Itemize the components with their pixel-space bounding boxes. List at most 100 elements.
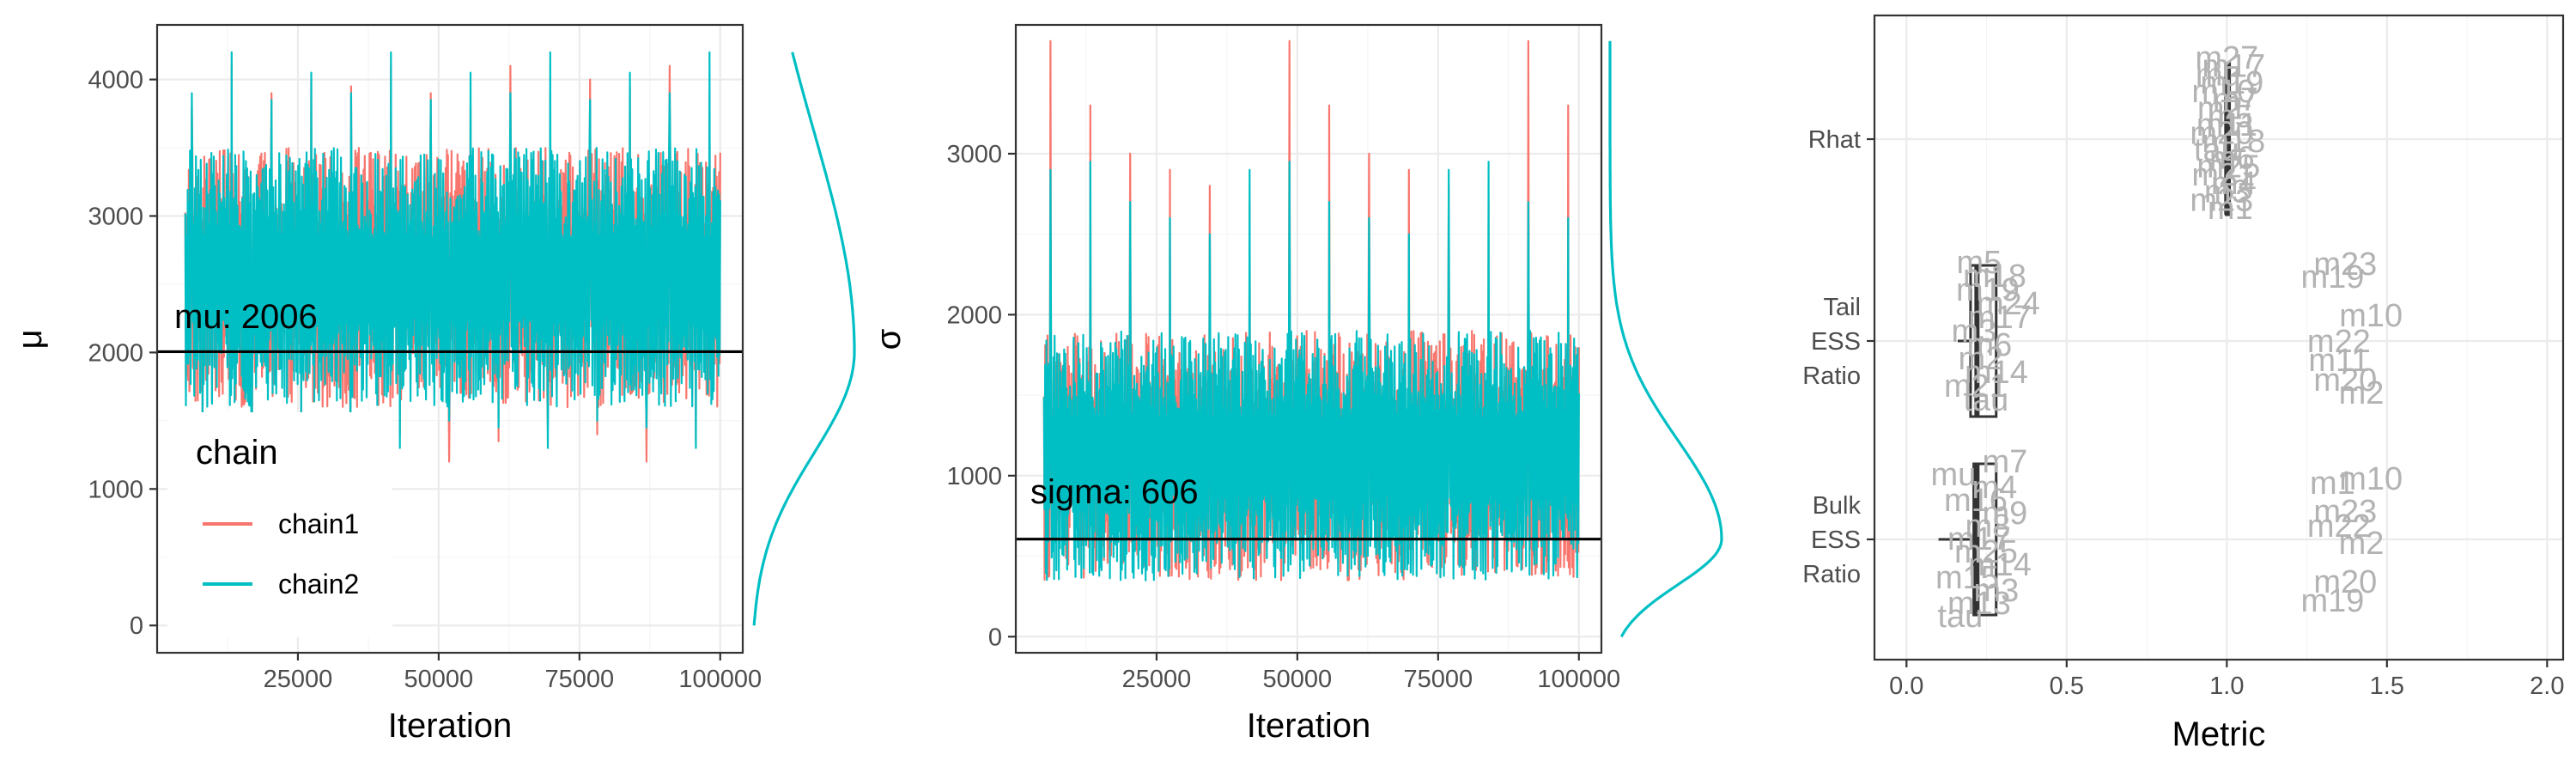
tail-outlier-label: m10 [2339,298,2403,334]
tail-point-label: m24 [1977,286,2040,322]
rhat-point-label: m6 [2209,141,2255,177]
y-tick-label: 2000 [946,301,1002,329]
y-category-label: Rhat [1808,126,1861,154]
bulk-outlier-label: m2 [2339,526,2385,562]
x-tick-label: 0.0 [1889,673,1923,700]
y-category-label: Bulk [1813,492,1862,520]
sigma-y-axis-title: σ [870,328,908,350]
diagnostics-panel-border [1873,14,2565,661]
legend-label-chain1: chain1 [278,508,359,539]
x-tick-label: 100000 [1537,666,1620,693]
bulk-outlier-label: m10 [2339,461,2403,497]
bulk-outlier-label: m23 [2313,494,2377,530]
bulk-outlier-label: m1 [2310,466,2355,502]
tail-outlier-label: m11 [2308,343,2369,379]
bulk-point-label: m25 [1954,534,2018,570]
sigma-trace-panel: 25000 50000 75000 100000 0 1000 2000 3000 σ Ite… [870,23,1723,745]
rhat-point-label: m1 [2208,191,2253,227]
tail-outlier-label: m23 [2313,247,2377,283]
tail-point-label: m21 [1944,368,2008,405]
rhat-point-label: m7 [2213,82,2258,119]
y-tick-label: 3000 [88,203,143,230]
x-tick-label: 0.5 [2050,673,2084,700]
rhat-point-label: m25 [2196,149,2260,185]
tail-outlier-label: m19 [2300,259,2364,295]
bulk-point-label: m16 [1944,483,2008,519]
x-tick-label: 75000 [544,666,614,693]
mu-panel-border [155,23,744,654]
tail-point-label: m3 [1952,313,1997,350]
rhat-point-label: m21 [2191,157,2255,193]
legend-title: chain [196,434,278,472]
rhat-point-label: m3 [2204,174,2250,210]
rhat-point-label: m18 [2202,124,2265,160]
y-category-label: ESS [1811,526,1861,554]
x-tick-label: 75000 [1403,666,1473,693]
y-tick-label: 0 [130,612,143,640]
y-category-label: Tail [1823,294,1861,321]
rhat-point-label: m20 [2190,116,2253,152]
bulk-point-label: mu [1931,457,1977,493]
bulk-point-label: m3 [1974,573,2020,609]
bulk-point-label: m4 [1972,470,2018,506]
marginal-density-curve [1608,40,1723,638]
y-category-label: Ratio [1802,561,1861,588]
y-tick-label: 3000 [946,141,1002,168]
bulk-outlier-label: m20 [2313,564,2377,600]
sigma-panel-border [1014,23,1603,654]
tail-point-label: m17 [1968,300,2032,336]
sigma-x-axis-title: Iteration [1247,707,1371,745]
bulk-point-label: m9 [1983,496,2028,532]
y-tick-label: 4000 [88,67,143,94]
x-tick-label: 25000 [264,666,333,693]
bulk-outlier-label: m22 [2307,508,2371,545]
rhat-point-label: m27 [2195,40,2258,76]
y-tick-label: 0 [988,624,1002,651]
bulk-point-label: m17 [1947,521,2011,557]
marginal-density-curve [752,52,856,626]
tail-point-label: m6 [1967,327,2013,363]
tail-outlier-label: m22 [2307,324,2371,360]
x-tick-label: 2.0 [2530,673,2564,700]
x-tick-label: 100000 [678,666,762,693]
trace-line-chain2 [184,51,721,449]
mu-annotation: mu: 2006 [174,298,318,336]
rhat-point-label: m4 [2211,166,2257,202]
rhat-point-label: m2 [2197,90,2243,126]
x-tick-label: 50000 [404,666,474,693]
rhat-point-label: mu [2196,57,2241,93]
y-category-label: ESS [1811,328,1861,356]
bulk-outlier-label: m19 [2300,583,2364,619]
rhat-point-label: m17 [2202,49,2265,85]
bulk-point-label: m14 [1968,547,2032,583]
y-tick-label: 1000 [88,476,143,503]
box-iqr [1969,264,1998,418]
tail-outlier-label: m2 [2339,375,2385,411]
tail-point-label: m19 [1956,272,2020,308]
bulk-point-label: m13 [1947,586,2011,622]
tail-outlier-label: m20 [2313,362,2377,399]
tail-point-label: m14 [1965,355,2028,391]
rhat-point-label: m19 [2200,65,2263,101]
legend-label-chain2: chain2 [278,569,359,600]
metric-x-axis-title: Metric [2172,715,2266,753]
bulk-point-label: m7 [1983,444,2028,480]
bulk-point-label: tau [1937,599,1983,635]
bulk-point-label: m15 [1935,560,1999,596]
trace-line-chain2 [1042,161,1580,581]
rhat-point-label: m5 [2208,99,2253,135]
y-category-label: Ratio [1802,362,1861,390]
x-tick-label: 1.0 [2209,673,2244,700]
x-tick-label: 25000 [1122,666,1192,693]
box-iqr [1972,462,1998,617]
tail-point-label: m2 [1959,341,2004,377]
sigma-annotation: sigma: 606 [1030,473,1199,511]
rhat-point-label: tau [2194,132,2239,168]
diagnostics-panel: m27m17mum19m10m7m2m5m11m20m18taum6m25m21… [1802,14,2565,753]
x-tick-label: 1.5 [2370,673,2404,700]
rhat-point-label: m11 [2196,107,2257,143]
tail-point-label: m5 [1957,245,2002,281]
rhat-point-label: m10 [2191,74,2255,110]
tail-point-label: m18 [1963,259,2026,295]
